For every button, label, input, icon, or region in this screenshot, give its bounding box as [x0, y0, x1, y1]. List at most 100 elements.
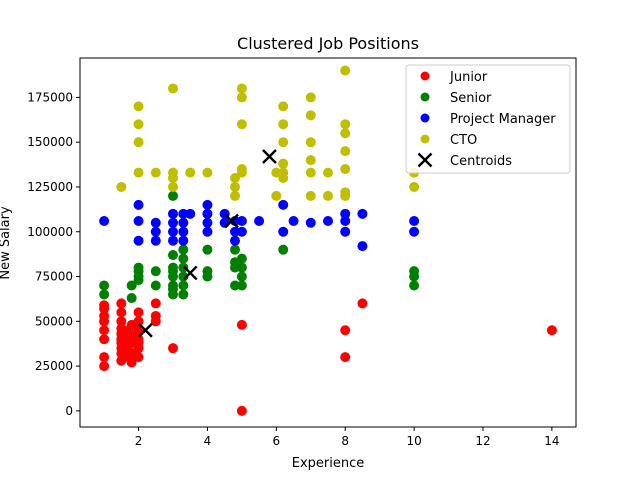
data-point-cto: [278, 167, 289, 178]
data-point-senior: [168, 280, 178, 291]
centroid-marker: [262, 149, 277, 164]
y-tick-label: 75000: [35, 270, 73, 284]
data-point-senior: [126, 280, 137, 291]
data-point-senior: [202, 266, 213, 277]
data-point-cto: [271, 190, 282, 201]
y-tick-label: 100000: [27, 225, 73, 239]
centroid-marker: [138, 322, 153, 338]
data-point-senior: [409, 266, 420, 277]
data-point-senior: [230, 244, 240, 255]
data-point-junior: [236, 405, 247, 416]
data-point-junior: [99, 352, 110, 363]
data-point-project-manager: [357, 208, 368, 219]
data-point-cto: [230, 181, 240, 192]
data-point-senior: [178, 244, 189, 255]
y-tick-label: 125000: [27, 180, 73, 194]
x-tick-label: 2: [135, 434, 143, 448]
data-point-junior: [133, 352, 144, 363]
data-point-cto: [133, 137, 144, 148]
data-point-cto: [305, 110, 316, 121]
data-point-cto: [278, 137, 289, 148]
data-point-junior: [546, 325, 557, 336]
y-axis-label: New Salary: [0, 206, 13, 280]
data-point-project-manager: [202, 217, 213, 228]
data-point-project-manager: [230, 235, 240, 246]
data-point-senior: [178, 253, 189, 264]
data-point-junior: [99, 361, 110, 372]
legend-marker: [420, 134, 430, 144]
data-point-junior: [99, 300, 110, 311]
data-point-junior: [340, 352, 351, 363]
data-point-cto: [305, 167, 316, 178]
data-point-project-manager: [202, 208, 213, 219]
x-tick-label: 12: [475, 434, 490, 448]
x-axis-label: Experience: [292, 456, 365, 471]
data-point-project-manager: [168, 217, 178, 228]
legend-label-senior: Senior: [450, 91, 492, 106]
data-point-cto: [236, 92, 247, 103]
data-point-cto: [150, 167, 161, 178]
data-point-junior: [236, 319, 247, 330]
data-point-cto: [278, 119, 289, 130]
data-point-cto: [168, 167, 178, 178]
plot-points: [99, 65, 557, 416]
data-point-project-manager: [254, 216, 265, 227]
data-point-cto: [236, 164, 247, 175]
data-point-junior: [99, 325, 110, 336]
data-point-project-manager: [323, 216, 333, 227]
data-point-cto: [409, 181, 420, 192]
data-point-cto: [340, 128, 351, 139]
data-point-cto: [323, 167, 333, 178]
data-point-project-manager: [288, 216, 299, 227]
data-point-cto: [202, 167, 213, 178]
data-point-senior: [150, 280, 161, 291]
data-point-project-manager: [340, 216, 351, 227]
data-point-project-manager: [178, 217, 189, 228]
data-point-cto: [340, 65, 351, 76]
legend-marker: [420, 71, 430, 81]
data-point-junior: [133, 325, 144, 336]
data-point-cto: [236, 83, 247, 94]
data-point-project-manager: [178, 235, 189, 246]
legend-label-junior: Junior: [449, 70, 488, 85]
data-point-junior: [99, 310, 110, 321]
data-point-senior: [168, 250, 178, 261]
data-point-cto: [236, 119, 247, 130]
data-point-cto: [278, 101, 289, 112]
plot-frame: [79, 57, 577, 428]
y-tick-label: 50000: [35, 314, 73, 328]
data-point-senior: [178, 289, 189, 300]
data-point-cto: [133, 119, 144, 130]
data-point-senior: [236, 262, 247, 273]
data-point-project-manager: [133, 199, 144, 210]
data-point-junior: [116, 316, 127, 327]
data-point-cto: [340, 164, 351, 175]
data-point-project-manager: [150, 217, 161, 228]
data-point-cto: [340, 146, 351, 157]
data-point-project-manager: [305, 217, 316, 228]
data-point-junior: [99, 334, 110, 345]
legend-label-project-manager: Project Manager: [450, 112, 556, 127]
x-axis: 2 4 6 8 10 12 14: [135, 427, 560, 448]
data-point-project-manager: [133, 216, 144, 227]
data-point-project-manager: [230, 226, 240, 237]
data-point-project-manager: [150, 226, 161, 237]
data-point-senior: [168, 262, 178, 273]
series-cto: [116, 65, 420, 201]
data-point-junior: [116, 307, 127, 318]
y-tick-label: 25000: [35, 359, 73, 373]
series-junior: [99, 298, 557, 416]
data-point-junior: [168, 343, 178, 354]
data-point-cto: [305, 190, 316, 201]
centroid-marker: [182, 265, 198, 281]
data-point-junior: [133, 316, 144, 327]
data-point-project-manager: [185, 208, 196, 219]
data-point-project-manager: [168, 208, 178, 219]
series-senior: [99, 190, 420, 304]
data-point-project-manager: [178, 226, 189, 237]
data-point-project-manager: [236, 216, 247, 227]
data-point-senior: [230, 280, 240, 291]
data-point-cto: [305, 137, 316, 148]
data-point-project-manager: [133, 235, 144, 246]
